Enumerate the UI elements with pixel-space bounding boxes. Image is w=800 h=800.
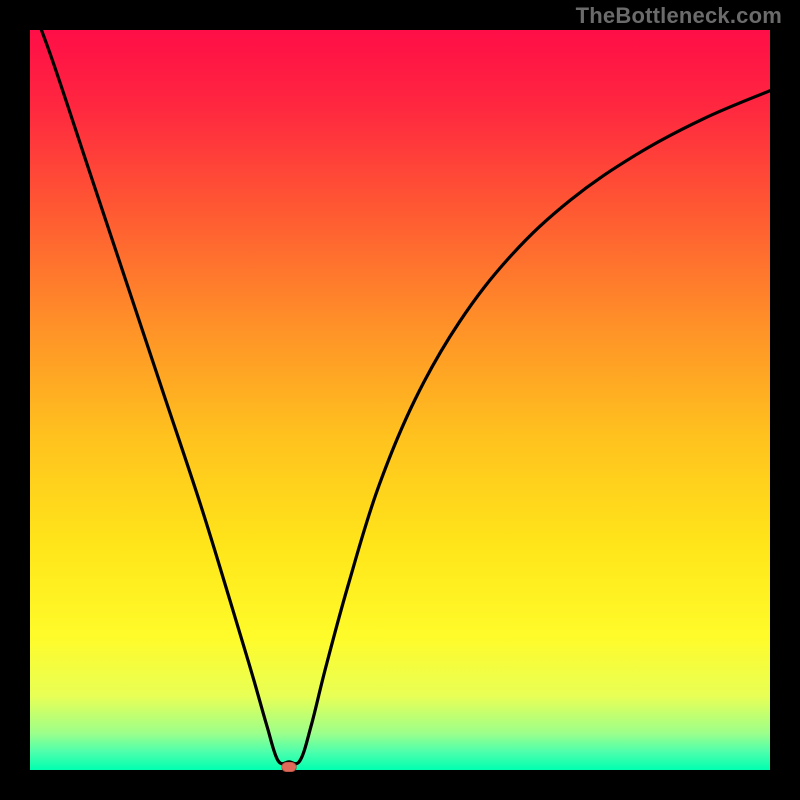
bottleneck-curve-path [30, 30, 770, 764]
chart-canvas: TheBottleneck.com [0, 0, 800, 800]
plot-area [30, 30, 770, 770]
optimum-marker-shape [282, 762, 297, 772]
optimum-marker [282, 759, 297, 769]
bottleneck-curve-svg [30, 30, 770, 770]
watermark-text: TheBottleneck.com [576, 3, 782, 29]
